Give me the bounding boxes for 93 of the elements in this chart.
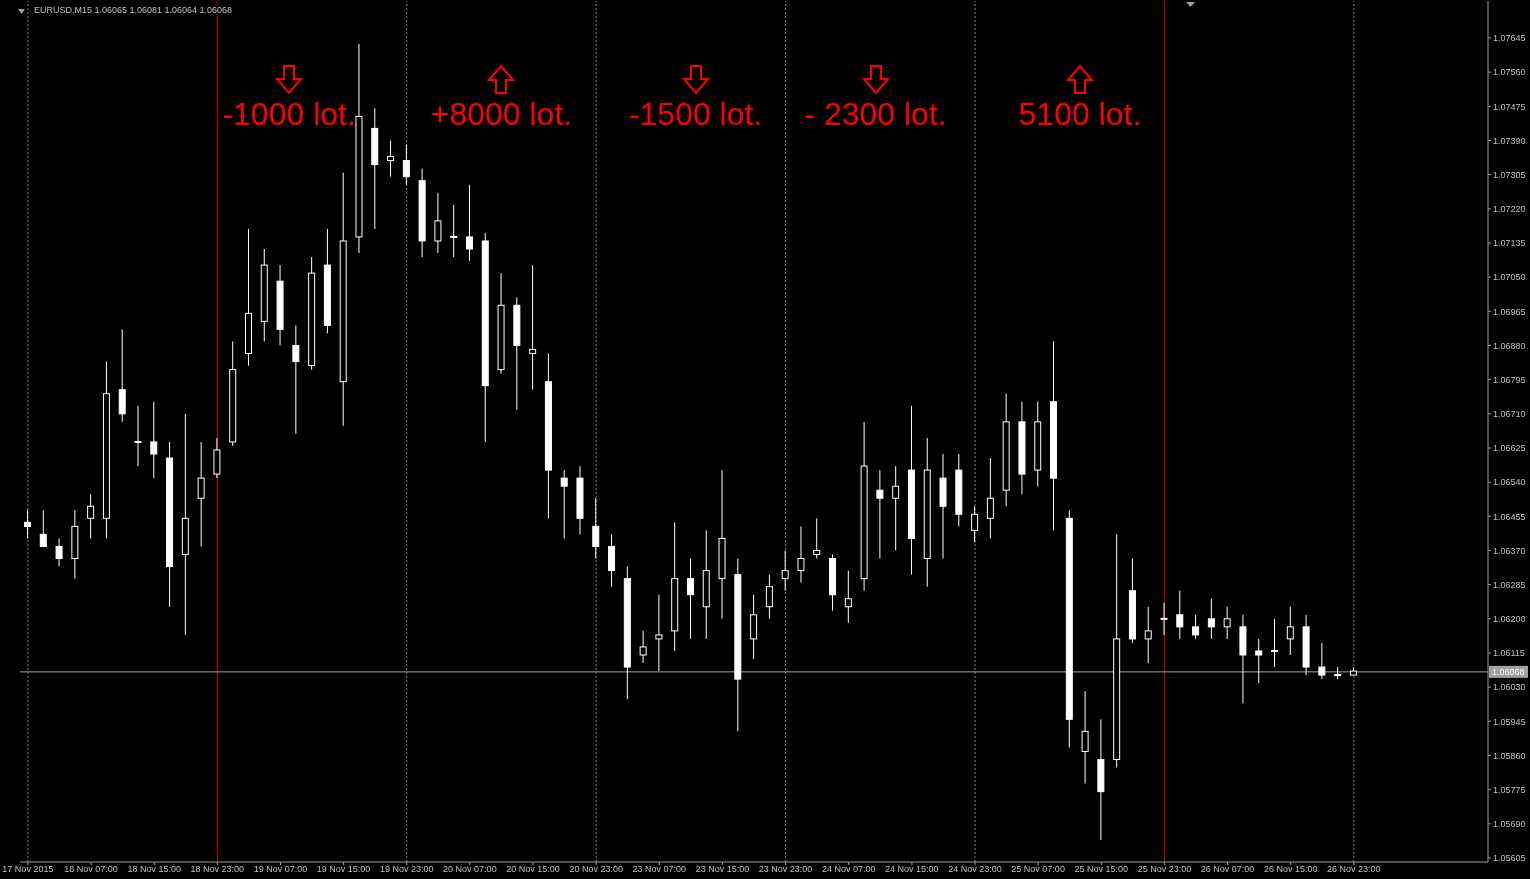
candlestick bbox=[434, 192, 442, 254]
candlestick bbox=[87, 493, 95, 539]
y-tick-label: 1.06370 bbox=[1493, 545, 1526, 556]
y-tick-label: 1.05690 bbox=[1493, 819, 1526, 830]
candlestick bbox=[134, 405, 142, 467]
candlestick bbox=[197, 441, 205, 547]
candlestick bbox=[387, 139, 395, 178]
x-tick-label: 26 Nov 15:00 bbox=[1263, 864, 1318, 875]
x-tick-label: 24 Nov 15:00 bbox=[885, 864, 939, 875]
x-tick-label: 20 Nov 07:00 bbox=[443, 864, 497, 875]
candlestick bbox=[150, 401, 158, 479]
x-tick-label: 19 Nov 15:00 bbox=[316, 864, 371, 875]
x-tick-label: 23 Nov 07:00 bbox=[632, 864, 687, 875]
candlestick bbox=[1286, 606, 1294, 656]
x-tick-label: 24 Nov 07:00 bbox=[821, 864, 876, 875]
y-tick-label: 1.05775 bbox=[1493, 784, 1526, 795]
x-tick-label: 23 Nov 23:00 bbox=[758, 864, 813, 875]
candlestick bbox=[592, 497, 600, 560]
y-tick-label: 1.07560 bbox=[1493, 67, 1526, 78]
candlestick bbox=[1144, 606, 1152, 664]
candlestick bbox=[781, 549, 789, 592]
y-tick-label: 1.07305 bbox=[1493, 169, 1526, 180]
y-tick-label: 1.07220 bbox=[1493, 204, 1526, 215]
x-tick-label: 18 Nov 15:00 bbox=[127, 864, 181, 875]
x-tick-label: 25 Nov 07:00 bbox=[1011, 864, 1065, 875]
candlestick bbox=[24, 509, 31, 539]
x-tick-label: 24 Nov 23:00 bbox=[948, 864, 1002, 875]
candlestick bbox=[1318, 642, 1326, 680]
candlestick bbox=[465, 184, 473, 262]
candlestick bbox=[1271, 618, 1279, 668]
annotation: -1000 lot. bbox=[222, 96, 356, 132]
y-tick-label: 1.06455 bbox=[1493, 511, 1526, 522]
annotation: - 2300 lot. bbox=[804, 96, 947, 132]
x-tick-label: 18 Nov 07:00 bbox=[64, 864, 118, 875]
candlestick bbox=[1223, 606, 1231, 640]
x-tick-label: 23 Nov 15:00 bbox=[695, 864, 750, 875]
candlestick bbox=[292, 324, 300, 435]
candlestick bbox=[1192, 614, 1200, 640]
y-tick-label: 1.06540 bbox=[1493, 477, 1526, 488]
x-tick-label: 18 Nov 23:00 bbox=[190, 864, 245, 875]
candlestick bbox=[655, 594, 663, 672]
candlestick bbox=[971, 505, 979, 543]
candlestick bbox=[876, 469, 884, 560]
candlestick bbox=[560, 469, 568, 539]
candlestick bbox=[986, 457, 994, 539]
annotation: +8000 lot. bbox=[430, 96, 573, 132]
text: EURUSD,M15 1.06065 1.06081 1.06064 1.06068 bbox=[33, 5, 233, 16]
x-tick-label: 19 Nov 23:00 bbox=[379, 864, 434, 875]
x-tick-label: 17 Nov 2015 bbox=[2, 864, 54, 875]
x-tick-label: 26 Nov 07:00 bbox=[1200, 864, 1255, 875]
candlestick bbox=[892, 465, 900, 551]
candlestick bbox=[844, 570, 852, 624]
y-tick-label: 1.07475 bbox=[1493, 101, 1526, 112]
y-tick-label: 1.06625 bbox=[1493, 443, 1526, 454]
x-tick-label: 25 Nov 23:00 bbox=[1137, 864, 1192, 875]
candlestick bbox=[1081, 690, 1089, 785]
y-tick-label: 1.07645 bbox=[1493, 33, 1526, 44]
y-tick-label: 1.06965 bbox=[1493, 306, 1526, 317]
candlestick bbox=[1176, 590, 1184, 640]
candlestick bbox=[402, 144, 410, 186]
candlestick bbox=[450, 204, 458, 258]
candlestick bbox=[813, 517, 821, 560]
y-tick-label: 1.05860 bbox=[1493, 750, 1526, 761]
y-tick-label: 1.06030 bbox=[1493, 682, 1526, 693]
x-tick-label: 25 Nov 15:00 bbox=[1074, 864, 1129, 875]
annotation: -1500 lot. bbox=[628, 96, 763, 132]
candlestick bbox=[765, 574, 773, 620]
y-tick-label: 1.06880 bbox=[1493, 340, 1526, 351]
annotation: 5100 lot. bbox=[1018, 96, 1142, 132]
candlestick bbox=[1160, 602, 1168, 636]
candlestick bbox=[686, 558, 694, 640]
y-tick-label: 1.06200 bbox=[1493, 614, 1526, 625]
candlestick bbox=[1255, 638, 1263, 684]
y-tick-label: 1.05605 bbox=[1493, 853, 1526, 864]
y-tick-label: 1.06710 bbox=[1493, 409, 1526, 420]
y-tick-label: 1.07390 bbox=[1493, 135, 1526, 146]
ref-line-label: 1.06068 bbox=[1492, 667, 1525, 678]
x-tick-label: 20 Nov 15:00 bbox=[506, 864, 560, 875]
y-tick-label: 1.06795 bbox=[1493, 374, 1526, 385]
candlestick bbox=[39, 509, 47, 547]
candlestick bbox=[797, 525, 805, 584]
y-tick-label: 1.06115 bbox=[1493, 648, 1525, 659]
x-tick-label: 20 Nov 23:00 bbox=[569, 864, 623, 875]
y-tick-label: 1.05945 bbox=[1493, 716, 1526, 727]
x-tick-label: 26 Nov 23:00 bbox=[1327, 864, 1381, 875]
candlestick bbox=[529, 264, 537, 391]
y-tick-label: 1.06285 bbox=[1493, 579, 1526, 590]
y-tick-label: 1.07050 bbox=[1493, 272, 1526, 283]
candlestick bbox=[55, 537, 63, 568]
x-tick-label: 19 Nov 07:00 bbox=[253, 864, 308, 875]
candlestick bbox=[639, 630, 647, 664]
candlestick bbox=[1207, 598, 1215, 640]
y-tick-label: 1.07135 bbox=[1493, 238, 1526, 249]
